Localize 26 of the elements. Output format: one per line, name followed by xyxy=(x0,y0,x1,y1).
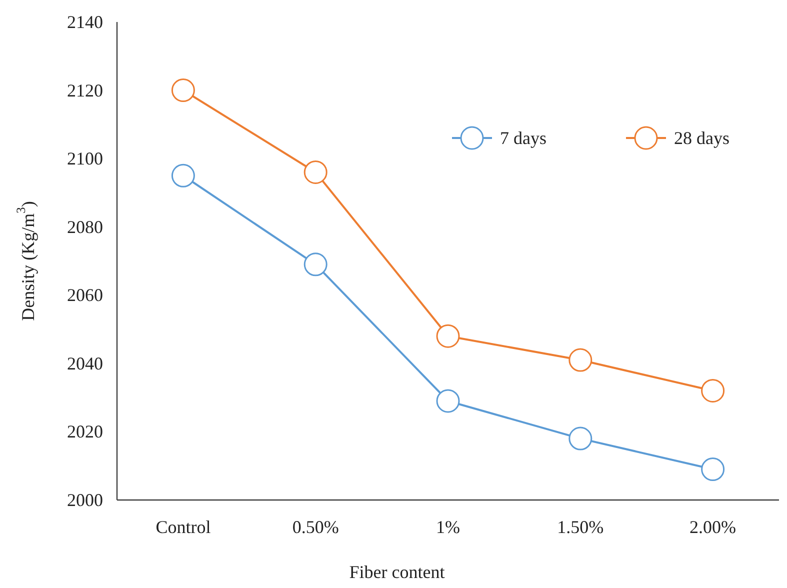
legend-label: 28 days xyxy=(674,128,730,148)
point xyxy=(304,252,328,276)
point xyxy=(568,348,592,372)
point xyxy=(436,324,460,348)
point xyxy=(436,389,460,413)
x-tick-label: 1% xyxy=(436,517,460,537)
point xyxy=(701,378,725,402)
x-tick-label: 1.50% xyxy=(557,517,604,537)
point xyxy=(568,426,592,450)
y-tick-label: 2000 xyxy=(67,490,103,510)
y-tick-label: 2060 xyxy=(67,285,103,306)
point xyxy=(171,78,195,102)
point xyxy=(171,164,195,188)
x-axis-title: Fiber content xyxy=(349,562,445,582)
y-tick-label: 2040 xyxy=(67,353,103,374)
point xyxy=(304,160,328,184)
x-tick-label: 0.50% xyxy=(292,517,339,537)
legend-label: 7 days xyxy=(500,128,546,148)
x-tick-label: Control xyxy=(156,517,211,537)
y-tick-label: 2080 xyxy=(67,216,103,237)
y-tick-label: 2020 xyxy=(67,422,103,442)
x-tick-label: 2.00% xyxy=(690,517,736,537)
y-tick-label: 2120 xyxy=(67,80,103,100)
y-tick-label: 2100 xyxy=(67,148,103,169)
point xyxy=(701,458,725,482)
y-tick-label: 2140 xyxy=(67,12,103,32)
